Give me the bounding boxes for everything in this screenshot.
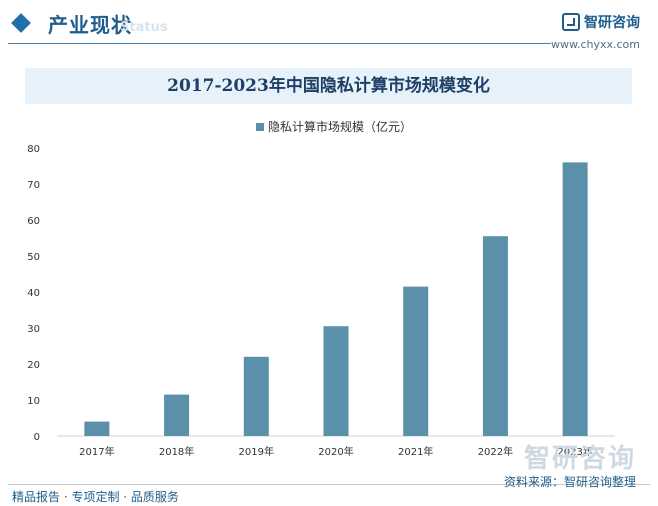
bar-2018年 [164,394,190,436]
x-tick-label: 2018年 [159,445,194,458]
x-tick-label: 2017年 [79,445,114,458]
x-tick-label: 2019年 [239,445,274,458]
y-tick-label: 10 [27,396,40,407]
y-tick-label: 50 [27,252,40,263]
y-tick-label: 80 [27,144,40,155]
legend-label: 隐私计算市场规模（亿元） [268,120,413,134]
bar-2022年 [482,236,508,436]
brand-logo-icon [562,13,580,31]
y-tick-label: 0 [34,432,40,443]
section-title: 产业现状 [48,13,132,37]
x-tick-label: 2020年 [318,445,353,458]
y-tick-label: 40 [27,288,40,299]
footer-divider [8,484,650,485]
y-tick-label: 60 [27,216,40,227]
chart-title: 2017-2023年中国隐私计算市场规模变化 [167,76,490,96]
x-tick-label: 2023年 [557,445,592,458]
bar-2021年 [403,286,429,436]
header-divider [8,43,551,44]
section-subtitle: Status [120,20,168,35]
x-tick-label: 2021年 [398,445,433,458]
brand-url: www.chyxx.com [550,38,640,51]
bar-2023年 [562,162,588,436]
watermark-logo: 智研咨询 [523,444,636,474]
bar-2019年 [243,356,269,436]
y-tick-label: 70 [27,180,40,191]
page-footer: 精品报告 · 专项定制 · 品质服务 资料来源：智研咨询整理 [0,475,658,506]
brand-name: 智研咨询 [584,15,640,31]
y-tick-label: 20 [27,360,40,371]
footer-slogan: 精品报告 · 专项定制 · 品质服务 [12,490,179,504]
chart-title-bar: 2017-2023年中国隐私计算市场规模变化 [25,68,632,104]
bar-chart: 0 10 20 30 40 50 60 70 80 2017年 2018年 2019年 2020年 202… [27,144,615,458]
data-source: 资料来源：智研咨询整理 [503,475,636,489]
y-tick-label: 30 [27,324,40,335]
chart-legend: 隐私计算市场规模（亿元） [256,118,412,135]
bar-2020年 [323,326,349,436]
page-header: 产业现状 Status 智研咨询 www.chyxx.com [0,0,658,51]
bar-2017年 [84,421,110,436]
legend-swatch [256,122,264,131]
x-tick-label: 2022年 [478,445,513,458]
diamond-icon [11,13,31,33]
brand: 智研咨询 www.chyxx.com [551,12,640,51]
